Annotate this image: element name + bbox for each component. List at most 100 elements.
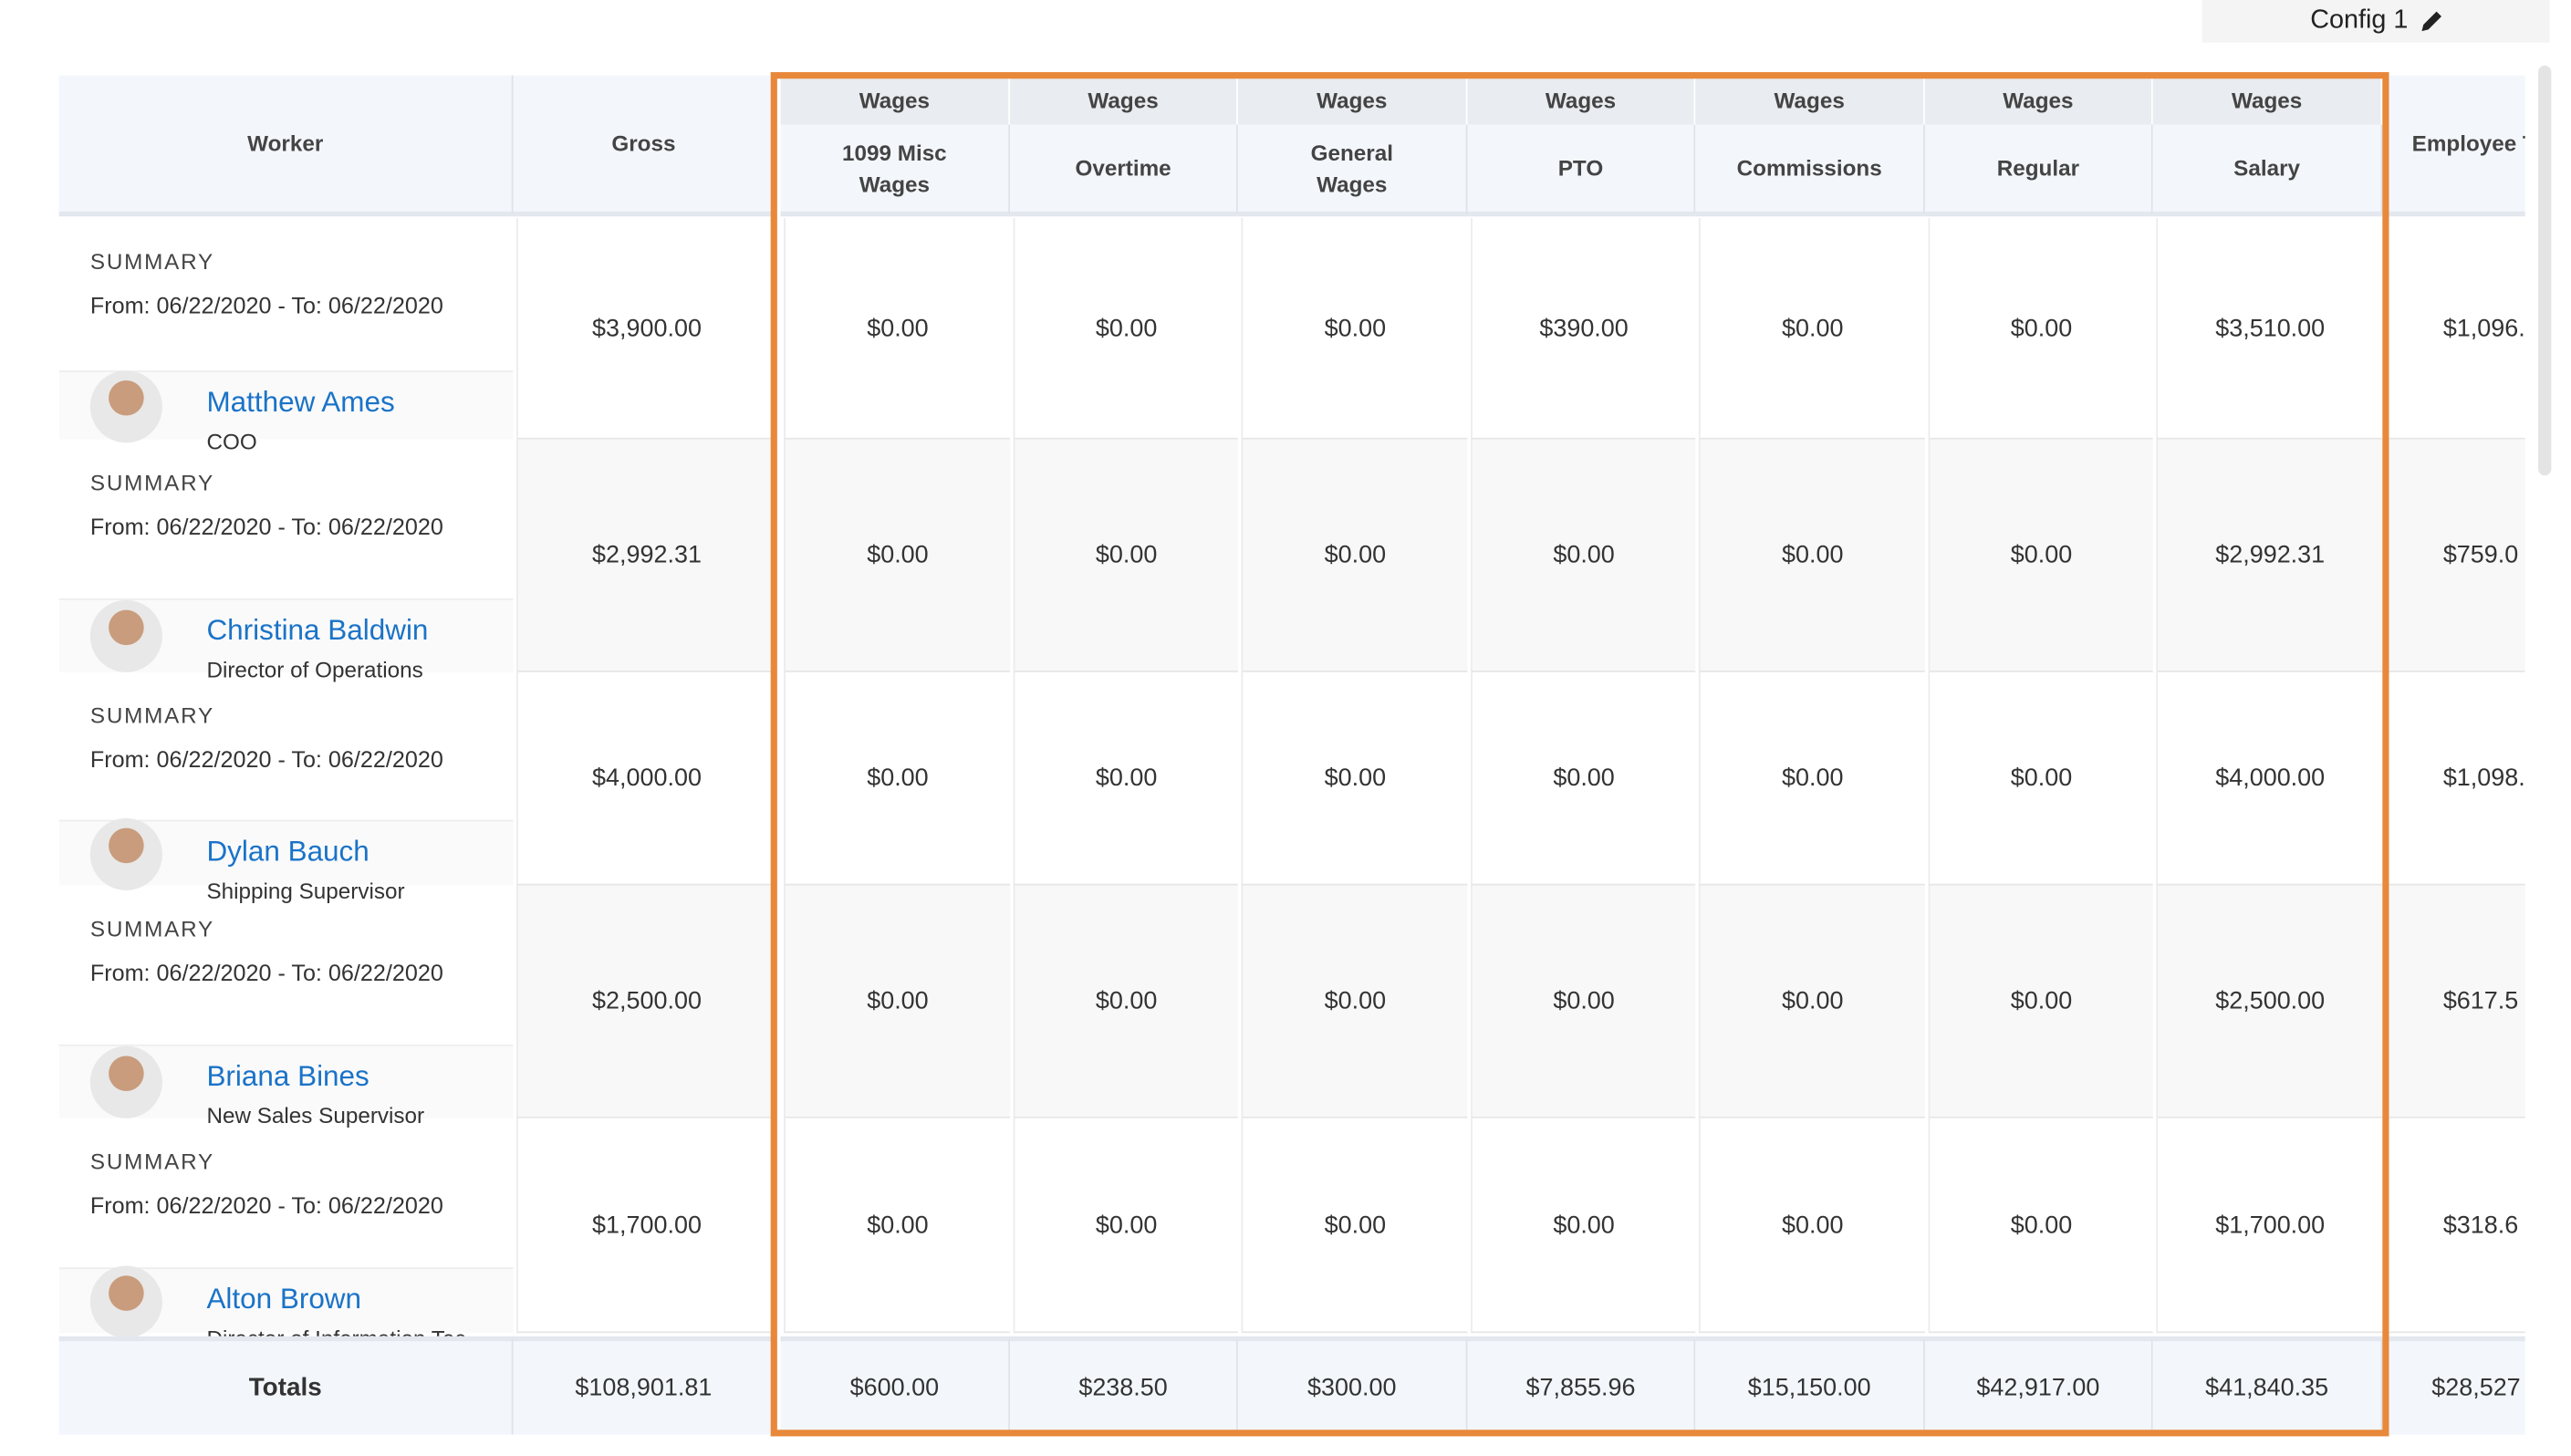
totals-label: Totals bbox=[58, 1336, 514, 1435]
column-group: Wages bbox=[2152, 75, 2383, 125]
avatar bbox=[89, 369, 162, 442]
total-value: $108,901.81 bbox=[513, 1336, 776, 1435]
cell-value: $0.00 bbox=[1928, 439, 2153, 672]
cell-value: $0.00 bbox=[1241, 885, 1468, 1118]
summary-period: From: 06/22/2020 - To: 06/22/2020 bbox=[89, 1191, 443, 1219]
total-value: $42,917.00 bbox=[1924, 1336, 2153, 1435]
cell-value: $0.00 bbox=[1013, 885, 1238, 1118]
cell-value: $617.5 bbox=[2385, 885, 2525, 1118]
config-label: Config 1 bbox=[2310, 6, 2409, 35]
avatar bbox=[89, 816, 162, 890]
total-value: $600.00 bbox=[780, 1336, 1011, 1435]
cell-value: $0.00 bbox=[1241, 439, 1468, 672]
cell-value: $2,992.31 bbox=[2156, 439, 2383, 672]
column-header: PTO bbox=[1467, 124, 1696, 217]
cell-value: $0.00 bbox=[1698, 218, 1925, 440]
cell-value: $1,700.00 bbox=[516, 1118, 776, 1334]
column-header: Salary bbox=[2152, 124, 2383, 217]
summary-label: SUMMARY bbox=[89, 1149, 215, 1173]
summary-label: SUMMARY bbox=[89, 469, 215, 494]
cell-value: $0.00 bbox=[1241, 218, 1468, 440]
worker-cell: Matthew Ames COO bbox=[58, 369, 514, 454]
scrollbar bbox=[2538, 65, 2552, 476]
cell-value: $0.00 bbox=[1013, 1118, 1238, 1334]
worker-name[interactable]: Matthew Ames bbox=[206, 385, 395, 419]
total-value: $238.50 bbox=[1010, 1336, 1238, 1435]
cell-value: $0.00 bbox=[1471, 671, 1696, 886]
cell-value: $1,096. bbox=[2385, 218, 2525, 440]
worker-cell: Alton BrownDirector of Information Tec..… bbox=[58, 1264, 514, 1351]
avatar bbox=[89, 599, 162, 672]
cell-value: $0.00 bbox=[1928, 1118, 2153, 1334]
cell-value: $0.00 bbox=[1241, 1118, 1468, 1334]
worker-title: New Sales Supervisor bbox=[206, 1103, 425, 1128]
column-group: Wages bbox=[1924, 75, 2153, 125]
total-value: $300.00 bbox=[1237, 1336, 1468, 1435]
column-group: Wages bbox=[1467, 75, 1696, 125]
column-header: General Wages bbox=[1237, 124, 1468, 217]
cell-value: $3,510.00 bbox=[2156, 218, 2383, 440]
column-header: Commissions bbox=[1695, 124, 1925, 217]
cell-value: $0.00 bbox=[1013, 439, 1238, 672]
worker-cell: Christina Baldwin Director of Operations bbox=[58, 598, 514, 682]
cell-value: $0.00 bbox=[1471, 439, 1696, 672]
cell-value: $0.00 bbox=[1698, 671, 1925, 886]
cell-value: $0.00 bbox=[1013, 671, 1238, 886]
summary-label: SUMMARY bbox=[89, 248, 215, 274]
cell-value: $318.6 bbox=[2385, 1118, 2525, 1334]
cell-value: $0.00 bbox=[1698, 439, 1925, 672]
cell-value: $0.00 bbox=[1698, 885, 1925, 1118]
column-group: Wages bbox=[1237, 75, 1468, 125]
cell-value: $3,900.00 bbox=[516, 218, 776, 440]
worker-title: Shipping Supervisor bbox=[206, 879, 405, 904]
cell-value: $0.00 bbox=[1013, 218, 1238, 440]
cell-value: $390.00 bbox=[1471, 218, 1696, 440]
cell-value: $0.00 bbox=[784, 218, 1011, 440]
column-header: Overtime bbox=[1010, 124, 1238, 217]
column-group: Wages bbox=[780, 75, 1011, 125]
edit-icon bbox=[2420, 11, 2441, 32]
summary-period: From: 06/22/2020 - To: 06/22/2020 bbox=[89, 959, 443, 986]
cell-value: $0.00 bbox=[1928, 671, 2153, 886]
column-header: Worker bbox=[58, 75, 514, 217]
worker-name[interactable]: Christina Baldwin bbox=[206, 613, 429, 647]
worker-name[interactable]: Dylan Bauch bbox=[206, 834, 370, 868]
summary-period: From: 06/22/2020 - To: 06/22/2020 bbox=[89, 745, 443, 773]
worker-cell: Dylan Bauch Shipping Supervisor bbox=[58, 816, 514, 903]
config-button[interactable]: Config 1 bbox=[2201, 0, 2550, 43]
worker-title: Director of Operations bbox=[206, 657, 423, 682]
summary-period: From: 06/22/2020 - To: 06/22/2020 bbox=[89, 291, 443, 318]
cell-value: $2,500.00 bbox=[2156, 885, 2383, 1118]
cell-value: $0.00 bbox=[1471, 885, 1696, 1118]
cell-value: $759.0 bbox=[2385, 439, 2525, 672]
column-group: Wages bbox=[1695, 75, 1925, 125]
total-value: $15,150.00 bbox=[1695, 1336, 1925, 1435]
worker-title: COO bbox=[206, 429, 257, 454]
column-group: Wages bbox=[1010, 75, 1238, 125]
column-header: Regular bbox=[1924, 124, 2153, 217]
summary-label: SUMMARY bbox=[89, 915, 215, 941]
worker-cell: Briana Bines New Sales Supervisor bbox=[58, 1044, 514, 1128]
worker-name[interactable]: Alton Brown bbox=[206, 1282, 362, 1316]
avatar bbox=[89, 1045, 162, 1118]
cell-value: $1,098. bbox=[2385, 671, 2525, 886]
summary-label: SUMMARY bbox=[89, 702, 215, 728]
total-value: $28,527 bbox=[2382, 1336, 2525, 1435]
cell-value: $0.00 bbox=[1698, 1118, 1925, 1334]
cell-value: $0.00 bbox=[1928, 218, 2153, 440]
summary-period: From: 06/22/2020 - To: 06/22/2020 bbox=[89, 513, 443, 540]
cell-value: $2,500.00 bbox=[516, 885, 776, 1118]
cell-value: $0.00 bbox=[1241, 671, 1468, 886]
column-header: Employee Total bbox=[2382, 75, 2525, 217]
cell-value: $2,992.31 bbox=[516, 439, 776, 672]
cell-value: $0.00 bbox=[784, 439, 1011, 672]
avatar bbox=[89, 1264, 162, 1337]
cell-value: $4,000.00 bbox=[516, 671, 776, 886]
cell-value: $4,000.00 bbox=[2156, 671, 2383, 886]
cell-value: $0.00 bbox=[784, 671, 1011, 886]
cell-value: $0.00 bbox=[784, 1118, 1011, 1334]
worker-name[interactable]: Briana Bines bbox=[206, 1059, 370, 1093]
